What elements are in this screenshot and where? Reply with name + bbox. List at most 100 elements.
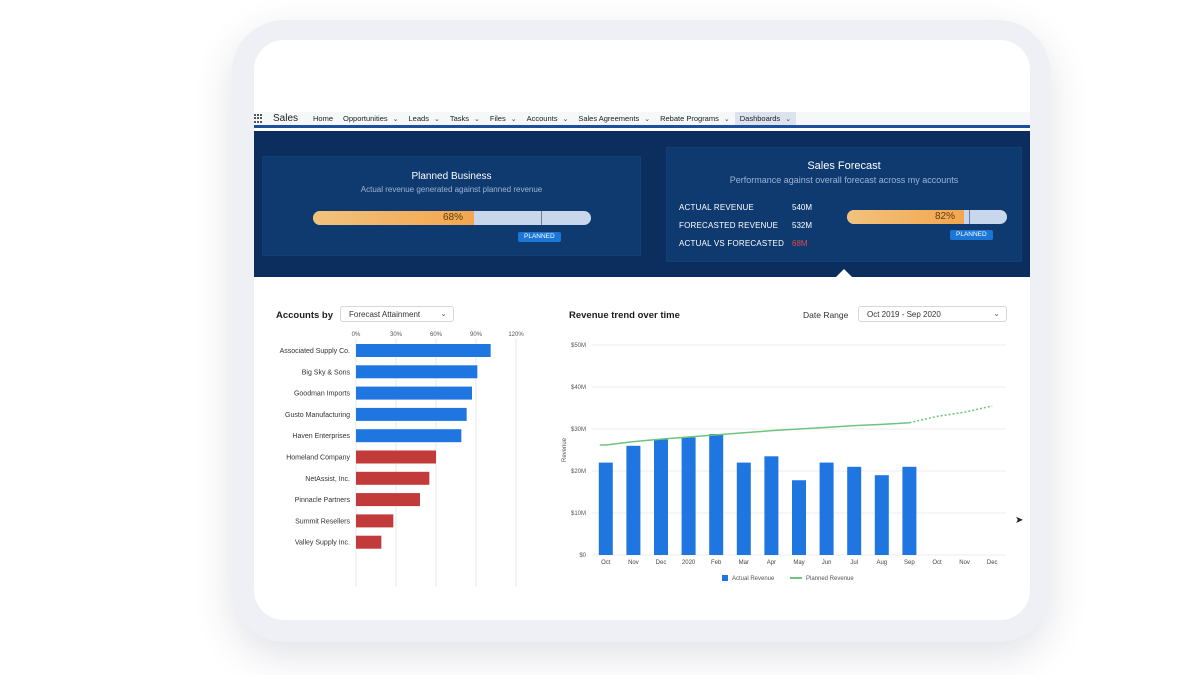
category-label: NetAssist, Inc.	[305, 476, 350, 483]
chevron-down-icon: ⌄	[440, 309, 447, 318]
bar	[356, 493, 420, 507]
accounts-by-title: Accounts by	[276, 310, 334, 321]
app-launcher-icon[interactable]	[254, 114, 263, 123]
sales-dashboard-app: Sales Home Opportunities ⌄ Leads ⌄ Tasks ⌄ File…	[254, 112, 1030, 587]
forecast-marker	[968, 210, 970, 224]
bar	[847, 466, 862, 555]
metric-label: ACTUAL REVENUE	[679, 203, 754, 212]
bar	[356, 407, 467, 421]
x-tick-label: Dec	[987, 560, 998, 566]
bar	[626, 445, 641, 555]
planned-business-card: Planned Business Actual revenue generate…	[262, 156, 641, 256]
chevron-down-icon[interactable]: ⌄	[562, 115, 569, 123]
nav-item-label: Files	[489, 114, 506, 123]
bar	[792, 480, 806, 555]
nav-item[interactable]: Dashboards ⌄	[734, 112, 797, 125]
date-range-value: Oct 2019 - Sep 2020	[867, 309, 941, 319]
metric-value: 532M	[792, 221, 813, 230]
nav-item[interactable]: Tasks ⌄	[445, 112, 485, 125]
nav-item[interactable]: Rebate Programs ⌄	[655, 112, 735, 125]
category-label: Gusto Manufacturing	[285, 412, 350, 419]
sales-forecast-subtitle: Performance against overall forecast acr…	[729, 175, 959, 185]
x-tick-label: Feb	[711, 560, 722, 566]
metric-label: ACTUAL VS FORECASTED	[679, 239, 785, 248]
legend-label: Planned Revenue	[806, 576, 854, 582]
category-label: Valley Supply Inc.	[295, 540, 350, 547]
accounts-filter-value: Forecast Attainment	[349, 309, 421, 319]
y-tick-label: $50M	[571, 343, 586, 349]
dashboard-content: Accounts by Forecast Attainment ⌄ 0% 30% 6…	[262, 293, 1022, 587]
app-name: Sales	[273, 113, 299, 124]
nav-item[interactable]: Files ⌄	[485, 112, 522, 125]
nav-item-label: Leads	[408, 114, 429, 123]
planned-tag: PLANNED	[950, 230, 993, 240]
revenue-trend-chart: $0 $10M $20M $30M $40M $50M Revenue Oct Nov Dec 20…	[562, 343, 1006, 582]
nav-item[interactable]: Sales Agreements ⌄	[573, 112, 655, 125]
chevron-down-icon[interactable]: ⌄	[433, 115, 440, 123]
bar	[598, 462, 613, 555]
category-label: Homeland Company	[286, 455, 350, 462]
x-tick-label: 60%	[430, 332, 443, 338]
nav-item[interactable]: Accounts ⌄	[522, 112, 574, 125]
metric-label: FORECASTED REVENUE	[679, 221, 779, 230]
nav-item[interactable]: Home	[308, 112, 338, 125]
chevron-down-icon[interactable]: ⌄	[723, 115, 730, 123]
bar	[356, 365, 478, 379]
chevron-down-icon[interactable]: ⌄	[785, 115, 792, 123]
category-label: Big Sky & Sons	[302, 369, 351, 376]
bar	[874, 475, 889, 555]
x-tick-label: Sep	[904, 560, 915, 566]
accounts-filter-select[interactable]: Forecast Attainment ⌄	[340, 306, 454, 322]
legend-swatch-actual	[722, 575, 728, 581]
planned-business-progress: 68%	[313, 211, 591, 225]
y-tick-label: $20M	[571, 469, 586, 475]
nav-items: Home Opportunities ⌄ Leads ⌄ Tasks ⌄ Files ⌄ Acco…	[308, 112, 797, 125]
date-range-select[interactable]: Oct 2019 - Sep 2020 ⌄	[858, 306, 1007, 322]
x-tick-label: Jun	[822, 560, 832, 566]
chevron-down-icon[interactable]: ⌄	[510, 115, 517, 123]
metric-value: 540M	[792, 203, 813, 212]
bar	[654, 439, 668, 555]
date-range-label: Date Range	[803, 310, 849, 320]
planned-business-subtitle: Actual revenue generated against planned…	[360, 185, 543, 194]
nav-item-label: Dashboards	[739, 114, 781, 123]
y-tick-label: $30M	[571, 427, 586, 433]
x-tick-label: Mar	[739, 560, 749, 566]
category-label: Goodman Imports	[294, 391, 351, 398]
bar	[356, 344, 491, 357]
revenue-trend-title: Revenue trend over time	[569, 310, 680, 321]
planned-business-percent: 68%	[443, 212, 464, 223]
chevron-down-icon[interactable]: ⌄	[392, 115, 399, 123]
x-tick-label: Oct	[601, 560, 611, 566]
x-tick-label: Jul	[850, 560, 858, 566]
bar	[356, 514, 394, 528]
sales-forecast-title: Sales Forecast	[807, 160, 881, 172]
sales-forecast-progress-fill	[847, 210, 964, 224]
x-tick-label: 2020	[682, 560, 696, 566]
chevron-down-icon[interactable]: ⌄	[474, 115, 480, 123]
y-axis-label: Revenue	[562, 437, 568, 462]
card-pointer	[836, 269, 852, 277]
mouse-cursor-icon: ➤	[1015, 515, 1024, 526]
x-tick-label: 120%	[508, 332, 524, 338]
x-tick-label: 90%	[470, 332, 483, 338]
bar	[902, 466, 917, 555]
planned-revenue-projection	[909, 405, 993, 424]
bar	[681, 437, 696, 555]
sales-forecast-progress: 82%	[847, 210, 1007, 224]
tablet-screen: Sales Home Opportunities ⌄ Leads ⌄ Tasks ⌄ File…	[254, 40, 1030, 620]
bar	[764, 456, 779, 555]
x-tick-label: Apr	[767, 560, 776, 566]
planned-business-title: Planned Business	[411, 171, 492, 182]
y-tick-label: $0	[579, 553, 586, 559]
category-label: Summit Resellers	[295, 518, 350, 525]
planned-tag: PLANNED	[518, 232, 561, 242]
bar	[356, 429, 462, 443]
legend-label: Actual Revenue	[732, 576, 775, 582]
nav-item[interactable]: Leads ⌄	[404, 112, 445, 125]
nav-item[interactable]: Opportunities ⌄	[338, 112, 403, 125]
bar	[736, 462, 751, 555]
chevron-down-icon[interactable]: ⌄	[644, 115, 651, 123]
bar	[356, 471, 430, 485]
planned-revenue-line	[599, 421, 910, 446]
